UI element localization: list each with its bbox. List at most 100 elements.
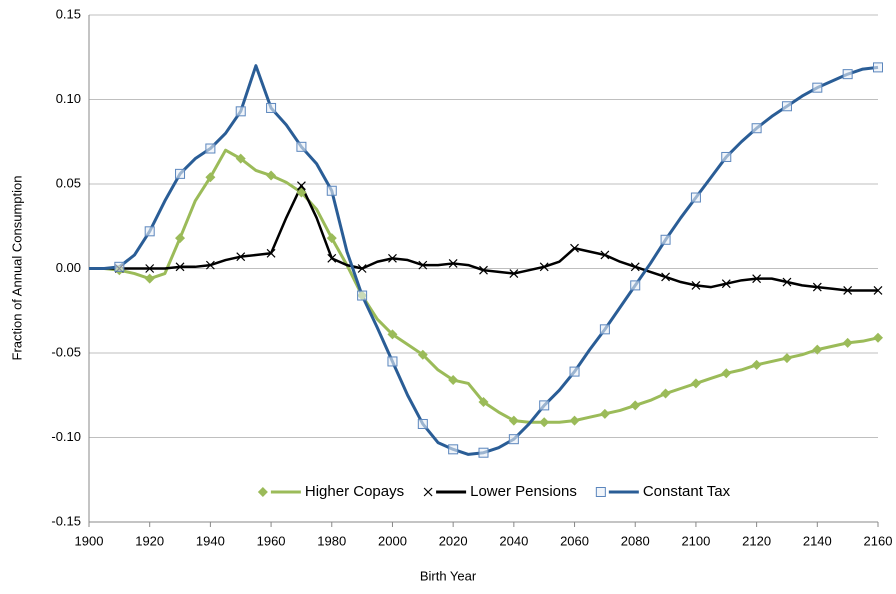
marker <box>205 172 216 183</box>
x-tick-label: 2120 <box>742 533 771 548</box>
marker <box>539 400 550 411</box>
legend-label: Lower Pensions <box>470 483 577 500</box>
marker <box>599 408 610 419</box>
marker <box>842 69 853 80</box>
marker <box>266 102 277 113</box>
marker <box>418 260 428 270</box>
marker <box>205 143 216 154</box>
marker <box>782 277 792 287</box>
legend-item: Higher Copays <box>257 483 404 500</box>
legend: Higher Copays Lower Pensions Constant Tax <box>257 483 731 500</box>
marker <box>423 487 433 497</box>
marker <box>595 487 606 497</box>
marker <box>478 397 489 408</box>
marker <box>812 344 823 355</box>
marker <box>448 375 459 386</box>
marker <box>509 269 519 278</box>
x-tick-label: 1960 <box>257 533 286 548</box>
x-tick-label: 2160 <box>864 533 893 548</box>
marker <box>781 353 792 364</box>
marker <box>448 259 458 268</box>
marker <box>690 192 701 203</box>
marker <box>721 151 732 162</box>
x-tick-label: 1920 <box>135 533 164 548</box>
x-tick-label: 2000 <box>378 533 407 548</box>
marker <box>479 265 488 275</box>
marker <box>235 153 246 164</box>
marker <box>357 290 368 301</box>
marker <box>327 253 337 263</box>
marker <box>296 141 307 152</box>
marker <box>236 252 246 262</box>
y-tick-label: -0.15 <box>51 513 81 528</box>
x-tick-label: 2040 <box>499 533 528 548</box>
marker <box>205 260 215 270</box>
marker <box>417 349 428 360</box>
x-tick-label: 2100 <box>681 533 710 548</box>
x-tick-label: 2140 <box>803 533 832 548</box>
marker <box>144 226 155 237</box>
marker <box>508 434 519 445</box>
marker <box>660 234 671 245</box>
marker <box>630 262 640 272</box>
marker <box>630 280 641 291</box>
marker <box>721 279 731 289</box>
marker <box>842 337 853 348</box>
marker <box>417 418 428 429</box>
marker <box>387 356 398 367</box>
y-tick-label: 0.05 <box>56 175 81 190</box>
marker <box>569 366 580 377</box>
x-tick-label: 2080 <box>621 533 650 548</box>
legend-label: Constant Tax <box>643 483 731 500</box>
marker <box>569 415 580 426</box>
y-tick-label: -0.05 <box>51 344 81 359</box>
series-line <box>89 184 878 292</box>
marker <box>691 280 701 290</box>
marker <box>357 264 367 273</box>
marker <box>266 248 276 258</box>
marker <box>296 187 307 198</box>
x-axis-label: Birth Year <box>420 568 477 583</box>
marker <box>751 123 762 134</box>
marker <box>508 415 519 426</box>
marker <box>812 282 822 292</box>
marker <box>751 359 762 370</box>
marker <box>175 262 185 272</box>
legend-item: Constant Tax <box>595 483 731 500</box>
legend-item: Lower Pensions <box>423 483 577 500</box>
marker <box>296 181 306 191</box>
marker <box>539 417 550 428</box>
marker <box>145 264 155 273</box>
marker <box>630 400 641 411</box>
marker <box>175 168 186 179</box>
legend-label: Higher Copays <box>305 483 404 500</box>
marker <box>873 286 883 295</box>
marker <box>448 444 459 455</box>
marker <box>257 487 268 497</box>
marker <box>388 253 397 263</box>
marker <box>387 329 398 340</box>
marker <box>326 185 337 196</box>
marker <box>752 274 762 284</box>
x-tick-label: 2020 <box>439 533 468 548</box>
y-tick-label: 0.00 <box>56 260 81 275</box>
marker <box>144 273 155 284</box>
x-tick-label: 1900 <box>75 533 104 548</box>
marker <box>690 378 701 389</box>
y-tick-label: 0.15 <box>56 6 81 21</box>
marker <box>873 332 883 343</box>
marker <box>570 243 579 253</box>
marker <box>478 447 489 458</box>
y-tick-label: 0.10 <box>56 91 81 106</box>
marker <box>721 368 732 379</box>
marker <box>661 272 671 282</box>
marker <box>873 62 883 73</box>
marker <box>781 101 792 112</box>
series-line <box>89 148 879 424</box>
marker <box>843 286 853 295</box>
marker <box>660 388 671 399</box>
marker <box>600 250 610 260</box>
marker <box>812 82 823 93</box>
y-axis-label: Fraction of Annual Consumption <box>9 176 24 361</box>
